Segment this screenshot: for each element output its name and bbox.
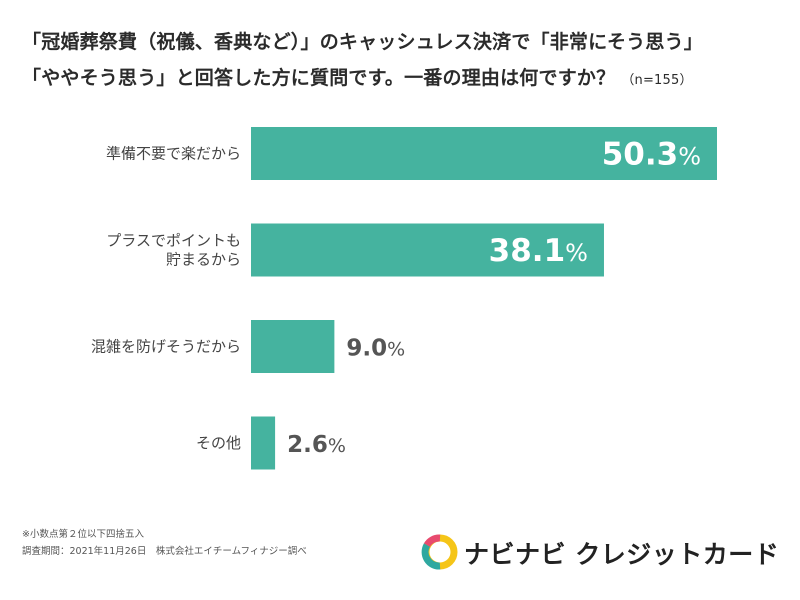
chart-title-line1: 「冠婚葬祭費（祝儀、香典など）」のキャッシュレス決済で「非常にそう思う」: [22, 31, 703, 53]
category-label-0: 準備不要で楽だから: [106, 145, 241, 163]
rounding-note: ※小数点第２位以下四捨五入: [22, 529, 144, 540]
bar-2: [251, 320, 335, 373]
value-label-2: 9.0%: [346, 336, 405, 362]
value-label-3: 2.6%: [287, 432, 346, 458]
chart-title: 「冠婚葬祭費（祝儀、香典など）」のキャッシュレス決済で「非常にそう思う」 「やや…: [22, 24, 792, 99]
bar-0: [251, 127, 717, 180]
bar-1: [251, 223, 604, 277]
sample-size-label: （n=155）: [621, 73, 693, 88]
value-label-1: 38.1%: [489, 233, 588, 269]
chart-title-line2-text: 「ややそう思う」と回答した方に質問です。一番の理由は何ですか？: [22, 67, 616, 89]
category-label-1: プラスでポイントも貯まるから: [106, 232, 241, 269]
category-label-3: その他: [196, 434, 241, 452]
chart-title-line2: 「ややそう思う」と回答した方に質問です。一番の理由は何ですか？ （n=155）: [22, 60, 792, 99]
logo-text: ナビナビ クレジットカード: [464, 540, 780, 569]
bar-3: [251, 416, 276, 470]
footnotes: ※小数点第２位以下四捨五入 調査期間：2021年11月26日 株式会社エイチーム…: [22, 526, 307, 560]
bar-chart: 準備不要で楽だから 50.3% プラスでポイントも貯まるから 38.1% 混雑を防げそう…: [91, 127, 717, 470]
category-label-2: 混雑を防げそうだから: [91, 338, 241, 356]
survey-note: 調査期間：2021年11月26日 株式会社エイチームフィナジー調べ: [22, 546, 307, 557]
value-label-0: 50.3%: [602, 137, 701, 173]
logo-ring-icon: [421, 534, 458, 570]
brand-logo: ナビナビ クレジットカード: [420, 530, 780, 574]
